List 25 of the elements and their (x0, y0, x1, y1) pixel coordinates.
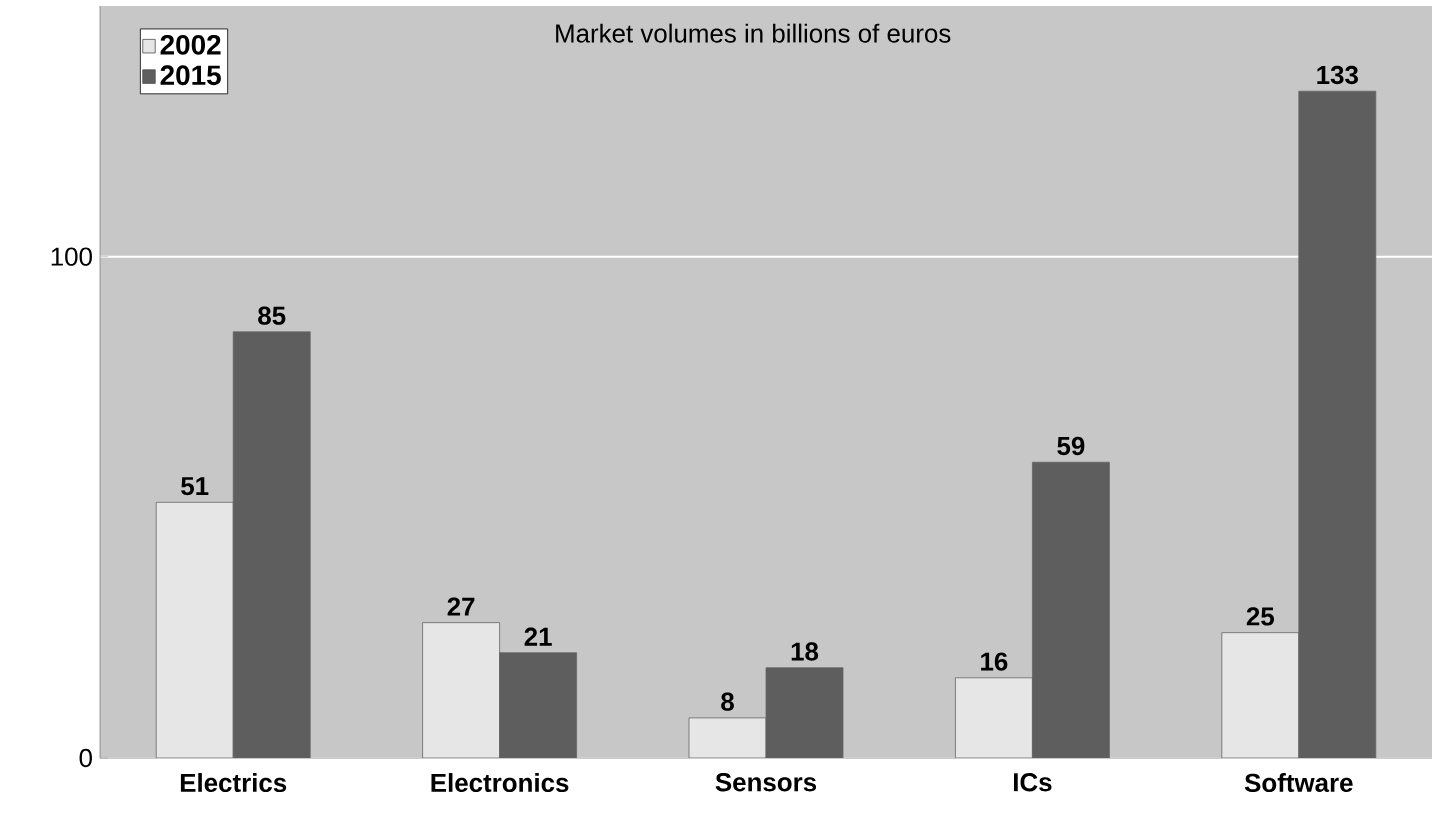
data-label: 18 (791, 642, 819, 661)
x-tick-label: Electronics (431, 773, 569, 793)
x-tick-label: Electrics (180, 773, 287, 793)
data-label: 8 (721, 692, 734, 711)
legend-label: 2015 (160, 65, 221, 86)
data-label: 133 (1317, 65, 1358, 85)
data-label: 25 (1246, 607, 1274, 626)
x-tick-label: ICs (1013, 773, 1052, 792)
data-label: 27 (447, 597, 475, 616)
legend-label: 2002 (160, 34, 221, 55)
bar (155, 501, 234, 758)
data-label: 21 (524, 627, 552, 646)
data-label: 59 (1057, 436, 1085, 456)
bar (955, 677, 1033, 758)
bar (688, 717, 767, 758)
y-tick-label: 0 (79, 748, 92, 768)
data-label: 51 (181, 477, 209, 496)
x-tick-label: Software (1244, 773, 1353, 793)
y-tick-label: 100 (51, 247, 92, 266)
text: Market volumes in billions of euros (556, 23, 951, 43)
x-tick-label: Sensors (715, 773, 817, 792)
bar (422, 622, 500, 758)
data-label: 16 (981, 652, 1008, 671)
data-label: 85 (258, 306, 286, 325)
bar (1221, 632, 1300, 758)
